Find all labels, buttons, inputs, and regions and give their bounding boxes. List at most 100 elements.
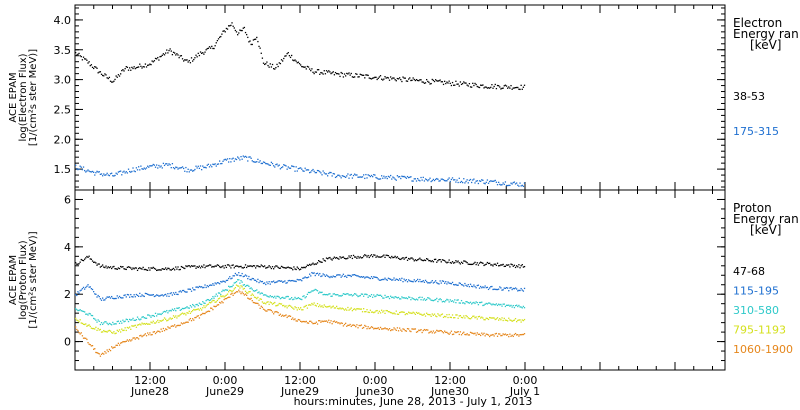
data-point <box>481 301 483 303</box>
data-point <box>294 318 296 320</box>
data-point <box>397 176 400 178</box>
data-point <box>171 317 174 320</box>
data-point <box>169 269 171 271</box>
data-point <box>482 304 484 307</box>
data-point <box>192 265 194 267</box>
data-point <box>287 280 289 282</box>
data-point <box>301 298 303 301</box>
data-point <box>103 322 105 324</box>
data-point <box>412 180 414 182</box>
data-point <box>406 175 409 178</box>
data-point <box>289 280 292 282</box>
data-point <box>433 299 436 301</box>
data-point <box>447 82 449 84</box>
data-point <box>275 281 277 283</box>
data-point <box>135 293 138 296</box>
data-point <box>241 267 243 269</box>
data-point <box>516 320 518 323</box>
data-point <box>357 255 359 258</box>
y-tick-label: 0 <box>64 336 71 349</box>
data-point <box>490 86 492 88</box>
data-point <box>391 255 393 258</box>
data-point <box>482 317 484 319</box>
data-point <box>334 307 337 309</box>
data-point <box>197 304 199 307</box>
data-point <box>432 178 435 181</box>
data-point <box>411 280 413 283</box>
data-point <box>315 263 318 265</box>
data-point <box>459 302 462 304</box>
data-point <box>264 63 266 66</box>
data-point <box>178 324 180 327</box>
data-point <box>370 311 373 313</box>
data-point <box>135 267 138 269</box>
data-point <box>257 292 259 294</box>
data-point <box>394 79 396 81</box>
data-point <box>90 327 93 329</box>
data-point <box>453 317 455 319</box>
data-point <box>306 65 309 68</box>
data-point <box>474 82 476 85</box>
data-point <box>337 174 339 176</box>
data-point <box>426 312 428 314</box>
data-point <box>429 282 431 284</box>
data-point <box>358 176 360 178</box>
data-point <box>519 267 521 269</box>
data-point <box>211 297 213 300</box>
data-point <box>392 256 394 259</box>
data-point <box>358 324 360 327</box>
data-point <box>143 268 145 271</box>
data-point <box>264 282 266 284</box>
data-point <box>318 274 320 276</box>
data-point <box>280 265 283 268</box>
data-point <box>321 174 323 176</box>
data-point <box>118 295 121 298</box>
data-point <box>230 278 232 280</box>
data-point <box>242 292 244 295</box>
data-point <box>395 257 397 259</box>
y-axis-title-line: ACE EPAM <box>8 72 19 122</box>
data-point <box>115 332 117 334</box>
data-point <box>509 87 511 89</box>
data-point <box>298 297 301 300</box>
data-point <box>204 51 206 53</box>
data-point <box>374 174 376 176</box>
data-point <box>176 293 178 296</box>
data-point <box>149 165 151 167</box>
data-point <box>330 72 332 75</box>
data-point <box>203 53 205 55</box>
data-point <box>496 262 499 264</box>
data-point <box>181 323 184 325</box>
data-point <box>123 329 125 331</box>
data-point <box>456 284 458 286</box>
data-point <box>489 302 491 304</box>
data-point <box>458 333 460 336</box>
data-point <box>228 291 230 293</box>
data-point <box>189 312 192 314</box>
data-point <box>306 277 309 279</box>
data-point <box>221 162 223 165</box>
data-point <box>288 315 291 317</box>
data-point <box>473 315 475 317</box>
data-point <box>492 265 494 267</box>
data-point <box>367 311 369 313</box>
data-point <box>256 36 258 39</box>
data-point <box>309 171 311 174</box>
data-point <box>284 314 286 317</box>
data-point <box>131 325 133 327</box>
data-point <box>345 275 347 277</box>
data-point <box>429 177 431 179</box>
x-tick-label-time: 12:00 <box>434 374 466 387</box>
data-point <box>75 293 77 296</box>
data-point <box>238 272 240 274</box>
data-point <box>109 349 112 352</box>
data-point <box>375 276 377 278</box>
data-point <box>498 265 500 267</box>
data-point <box>352 174 355 177</box>
data-point <box>486 87 489 89</box>
data-point <box>258 161 260 163</box>
data-point <box>226 264 229 266</box>
data-point <box>427 313 429 316</box>
data-point <box>329 71 331 73</box>
data-point <box>160 269 162 271</box>
